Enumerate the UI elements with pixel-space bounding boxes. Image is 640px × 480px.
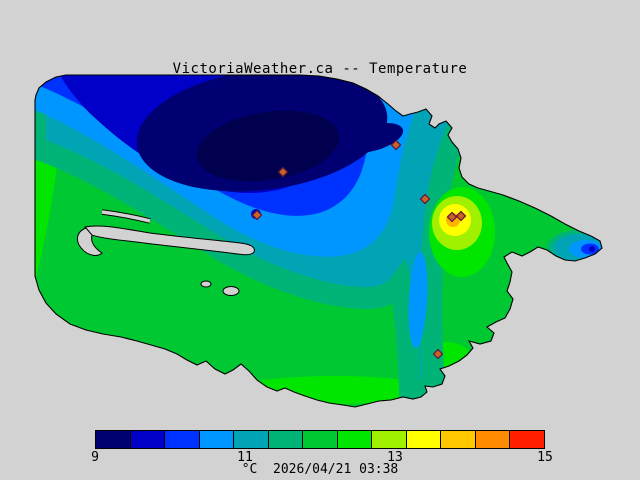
colorbar-tick-15: 15 (537, 450, 553, 465)
station-marker (390, 139, 402, 151)
station-marker (251, 209, 263, 221)
colorbar-tick-13: 13 (387, 450, 403, 465)
colorbar-cell (303, 431, 338, 448)
colorbar-tick-9: 9 (91, 450, 99, 465)
colorbar-caption: °C 2026/04/21 03:38 (241, 462, 399, 477)
colorbar-cell (441, 431, 476, 448)
colorbar-cell (406, 431, 442, 448)
contour-cold-core (196, 110, 340, 182)
inlet-channel-water (101, 210, 151, 223)
contour-bright-green-west (35, 132, 60, 282)
colorbar-cell (510, 431, 544, 448)
colorbar-cell (372, 431, 407, 448)
colorbar-cell (199, 431, 235, 448)
colorbar-cells (95, 430, 545, 449)
station-marker (446, 211, 458, 223)
inlet-hook-water (77, 227, 103, 256)
station-marker (455, 210, 467, 222)
colorbar-cell (165, 431, 200, 448)
station-markers (251, 139, 467, 360)
colorbar-cell (268, 431, 304, 448)
station-marker (419, 193, 431, 205)
station-marker (277, 166, 289, 178)
colorbar-cell (337, 431, 373, 448)
contour-sky-blue-tail (408, 252, 428, 348)
colorbar-cell (234, 431, 269, 448)
contour-east-tip-blue (589, 246, 595, 252)
contour-navy-east-lobe (340, 122, 404, 154)
map-title: VictoriaWeather.ca -- Temperature (172, 61, 468, 77)
colorbar-cell (475, 431, 511, 448)
colorbar-cell (96, 431, 131, 448)
colorbar-cell (130, 431, 166, 448)
lake-water (222, 286, 240, 296)
station-marker (432, 348, 444, 360)
inlet-water (84, 225, 255, 256)
lake-water-small (200, 280, 212, 288)
colorbar-tick-11: 11 (237, 450, 253, 465)
